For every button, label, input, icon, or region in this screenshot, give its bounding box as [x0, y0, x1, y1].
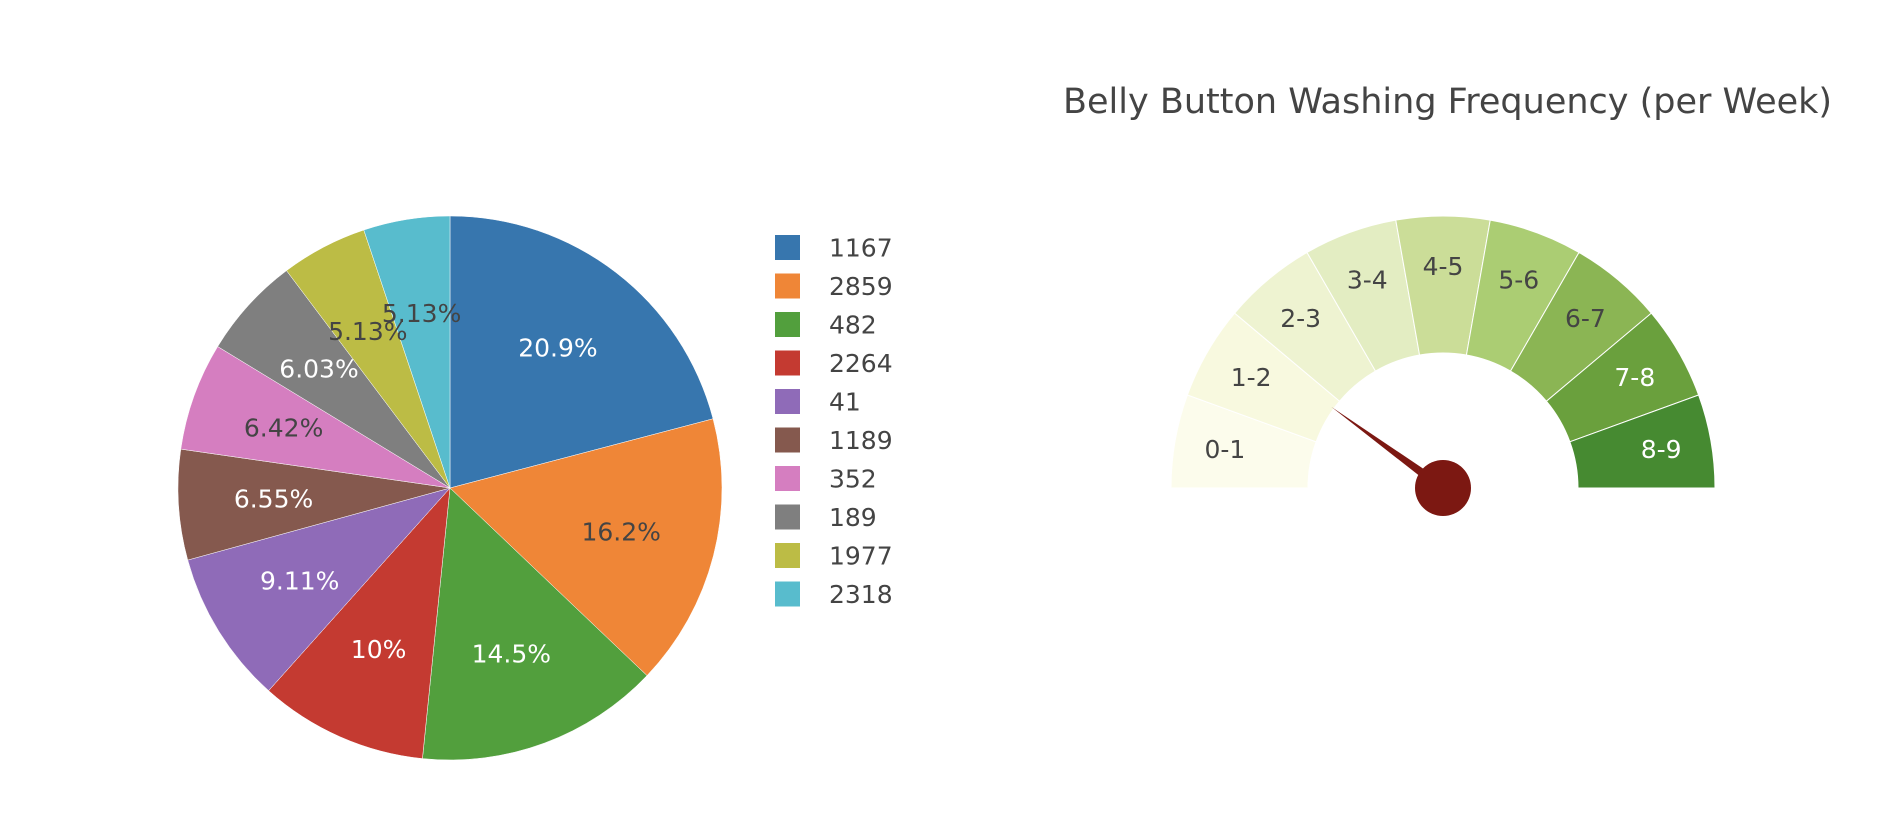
- pie-slice-482: [422, 487, 648, 761]
- legend-label-2264: 2264: [829, 349, 893, 378]
- pie-slice-label: 6.55%: [234, 485, 313, 514]
- pie-slice-1167: [449, 215, 714, 489]
- pie-slice-41: [187, 487, 451, 692]
- legend-swatch-1977: [775, 543, 800, 568]
- gauge-sector-label: 7-8: [1614, 363, 1655, 392]
- pie-slice-label: 5.13%: [382, 299, 461, 328]
- gauge-sectors: [1170, 215, 1716, 489]
- pie-slice-label: 20.9%: [518, 333, 597, 362]
- legend-swatch-2859: [775, 273, 800, 299]
- legend-label-41: 41: [829, 388, 861, 417]
- legend-label-482: 482: [829, 311, 877, 340]
- legend-swatch-2318: [775, 581, 800, 607]
- legend-label-1189: 1189: [829, 426, 893, 455]
- gauge-sector-label: 8-9: [1641, 435, 1682, 464]
- gauge-title: Belly Button Washing Frequency (per Week…: [1063, 82, 1833, 122]
- pie-slices: [177, 215, 723, 761]
- gauge-sector-labels: 0-1 1-2 2-3 3-4 4-5 5-6 6-7 7-8 8-9: [1204, 252, 1681, 464]
- gauge-sector-label: 1-2: [1231, 363, 1272, 392]
- pie-slice-label: 6.42%: [244, 414, 323, 443]
- needle-pointer: [1331, 406, 1446, 493]
- pie-chart: 20.9% 16.2% 14.5% 10% 9.11% 6.55% 6.42% 6.03% 5.…: [177, 215, 893, 761]
- pie-slice-label: 5.13%: [328, 317, 407, 346]
- legend-label-189: 189: [829, 503, 877, 532]
- legend-swatch-1189: [775, 427, 800, 453]
- legend-swatch-189: [775, 504, 800, 530]
- legend-label-1167: 1167: [829, 234, 893, 263]
- legend-swatch-1167: [775, 235, 800, 260]
- legend-label-1977: 1977: [829, 542, 893, 571]
- gauge-sector-label: 4-5: [1423, 252, 1464, 281]
- pie-slice-1189: [177, 448, 451, 561]
- pie-slice-2859: [449, 418, 723, 676]
- needle-hub: [1415, 460, 1471, 516]
- gauge-sector-label: 3-4: [1347, 265, 1388, 294]
- pie-slice-label: 10%: [351, 635, 407, 664]
- gauge-needle: [1331, 406, 1471, 516]
- pie-legend: 1167 2859 482 2264 41 1189 352 189 1977 2318: [775, 234, 893, 609]
- pie-slice-labels: 20.9% 16.2% 14.5% 10% 9.11% 6.55% 6.42% 6.03% 5.…: [234, 299, 661, 668]
- gauge-sector-8-9: [1569, 394, 1716, 489]
- legend-label-2318: 2318: [829, 580, 893, 609]
- legend-label-2859: 2859: [829, 272, 893, 301]
- legend-label-352: 352: [829, 465, 877, 494]
- legend-swatch-41: [775, 389, 800, 414]
- pie-slice-label: 14.5%: [472, 639, 551, 668]
- legend-swatch-352: [775, 466, 800, 491]
- gauge-sector-label: 2-3: [1280, 304, 1321, 333]
- pie-slice-label: 9.11%: [260, 567, 339, 596]
- pie-slice-label: 16.2%: [582, 518, 661, 547]
- pie-slice-2318: [363, 215, 451, 489]
- gauge-chart: 0-1 1-2 2-3 3-4 4-5 5-6 6-7 7-8 8-9: [1170, 215, 1716, 516]
- legend-swatch-482: [775, 312, 800, 337]
- pie-slice-2264: [268, 487, 451, 759]
- gauge-sector-label: 6-7: [1565, 304, 1606, 333]
- pie-slice-label: 6.03%: [279, 355, 358, 384]
- legend-swatch-2264: [775, 350, 800, 376]
- gauge-sector-label: 0-1: [1204, 435, 1245, 464]
- gauge-sector-label: 5-6: [1498, 265, 1539, 294]
